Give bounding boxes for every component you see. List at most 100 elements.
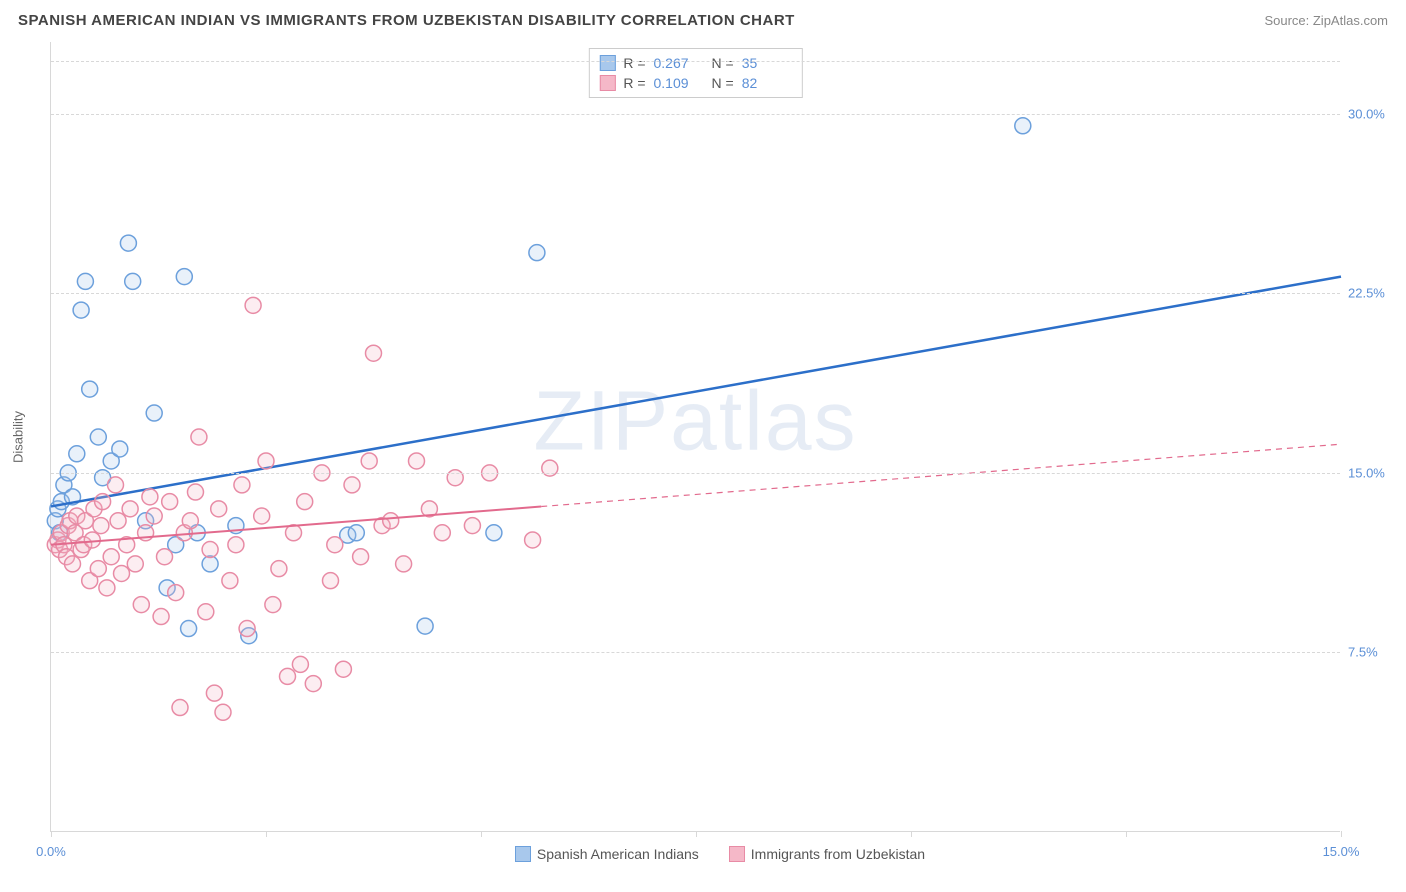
scatter-point [162, 494, 178, 510]
y-tick-label: 22.5% [1348, 286, 1398, 301]
scatter-point [239, 621, 255, 637]
scatter-point [182, 513, 198, 529]
x-tick-mark [51, 831, 52, 837]
scatter-point [327, 537, 343, 553]
scatter-point [305, 676, 321, 692]
scatter-point [271, 561, 287, 577]
scatter-point [172, 700, 188, 716]
scatter-point [77, 273, 93, 289]
r-label: R = [623, 75, 645, 91]
legend-label: Spanish American Indians [537, 846, 699, 862]
scatter-point [265, 597, 281, 613]
scatter-point [292, 656, 308, 672]
scatter-svg [51, 42, 1341, 832]
scatter-point [93, 518, 109, 534]
gridline-h [51, 652, 1340, 653]
n-value: 82 [742, 75, 792, 91]
scatter-point [176, 269, 192, 285]
scatter-point [254, 508, 270, 524]
scatter-point [168, 585, 184, 601]
scatter-point [153, 609, 169, 625]
legend-swatch [599, 75, 615, 91]
scatter-point [127, 556, 143, 572]
scatter-point [99, 580, 115, 596]
scatter-point [108, 477, 124, 493]
scatter-point [361, 453, 377, 469]
y-axis-label: Disability [11, 411, 26, 463]
scatter-point [114, 565, 130, 581]
scatter-point [202, 542, 218, 558]
correlation-legend-row: R =0.267N =35 [599, 53, 791, 73]
gridline-h [51, 114, 1340, 115]
y-tick-label: 30.0% [1348, 106, 1398, 121]
scatter-point [95, 494, 111, 510]
r-value: 0.267 [654, 55, 704, 71]
correlation-legend: R =0.267N =35R =0.109N =82 [588, 48, 802, 98]
scatter-point [211, 501, 227, 517]
scatter-point [228, 537, 244, 553]
scatter-point [112, 441, 128, 457]
scatter-point [206, 685, 222, 701]
scatter-point [65, 556, 81, 572]
gridline-h [51, 473, 1340, 474]
legend-swatch [729, 846, 745, 862]
scatter-point [323, 573, 339, 589]
scatter-point [110, 513, 126, 529]
r-label: R = [623, 55, 645, 71]
n-value: 35 [742, 55, 792, 71]
scatter-point [383, 513, 399, 529]
gridline-h [51, 293, 1340, 294]
x-tick-mark [1126, 831, 1127, 837]
scatter-point [202, 556, 218, 572]
scatter-point [434, 525, 450, 541]
x-tick-mark [481, 831, 482, 837]
y-tick-label: 7.5% [1348, 645, 1398, 660]
scatter-point [280, 668, 296, 684]
y-tick-label: 15.0% [1348, 465, 1398, 480]
scatter-point [198, 604, 214, 620]
legend-swatch [599, 55, 615, 71]
scatter-point [84, 532, 100, 548]
scatter-point [353, 549, 369, 565]
x-tick-mark [696, 831, 697, 837]
scatter-point [133, 597, 149, 613]
r-value: 0.109 [654, 75, 704, 91]
scatter-point [529, 245, 545, 261]
chart-source: Source: ZipAtlas.com [1264, 13, 1388, 28]
scatter-point [417, 618, 433, 634]
gridline-h [51, 61, 1340, 62]
legend-item: Spanish American Indians [515, 846, 699, 862]
scatter-point [366, 345, 382, 361]
series-legend: Spanish American Indians Immigrants from … [50, 846, 1390, 862]
scatter-point [142, 489, 158, 505]
scatter-point [125, 273, 141, 289]
scatter-point [157, 549, 173, 565]
scatter-point [258, 453, 274, 469]
chart-title: SPANISH AMERICAN INDIAN VS IMMIGRANTS FR… [18, 12, 795, 29]
scatter-point [69, 446, 85, 462]
scatter-point [82, 381, 98, 397]
scatter-point [146, 508, 162, 524]
scatter-point [122, 501, 138, 517]
scatter-point [103, 549, 119, 565]
scatter-point [73, 302, 89, 318]
n-label: N = [712, 75, 734, 91]
scatter-point [181, 621, 197, 637]
scatter-point [335, 661, 351, 677]
x-tick-mark [1341, 831, 1342, 837]
legend-label: Immigrants from Uzbekistan [751, 846, 925, 862]
scatter-point [344, 477, 360, 493]
scatter-point [297, 494, 313, 510]
scatter-point [525, 532, 541, 548]
scatter-point [191, 429, 207, 445]
legend-item: Immigrants from Uzbekistan [729, 846, 925, 862]
scatter-point [234, 477, 250, 493]
scatter-point [120, 235, 136, 251]
scatter-point [348, 525, 364, 541]
scatter-point [187, 484, 203, 500]
scatter-point [90, 429, 106, 445]
x-tick-mark [911, 831, 912, 837]
plot-area: ZIPatlas R =0.267N =35R =0.109N =82 7.5%… [50, 42, 1340, 832]
scatter-point [1015, 118, 1031, 134]
scatter-point [409, 453, 425, 469]
